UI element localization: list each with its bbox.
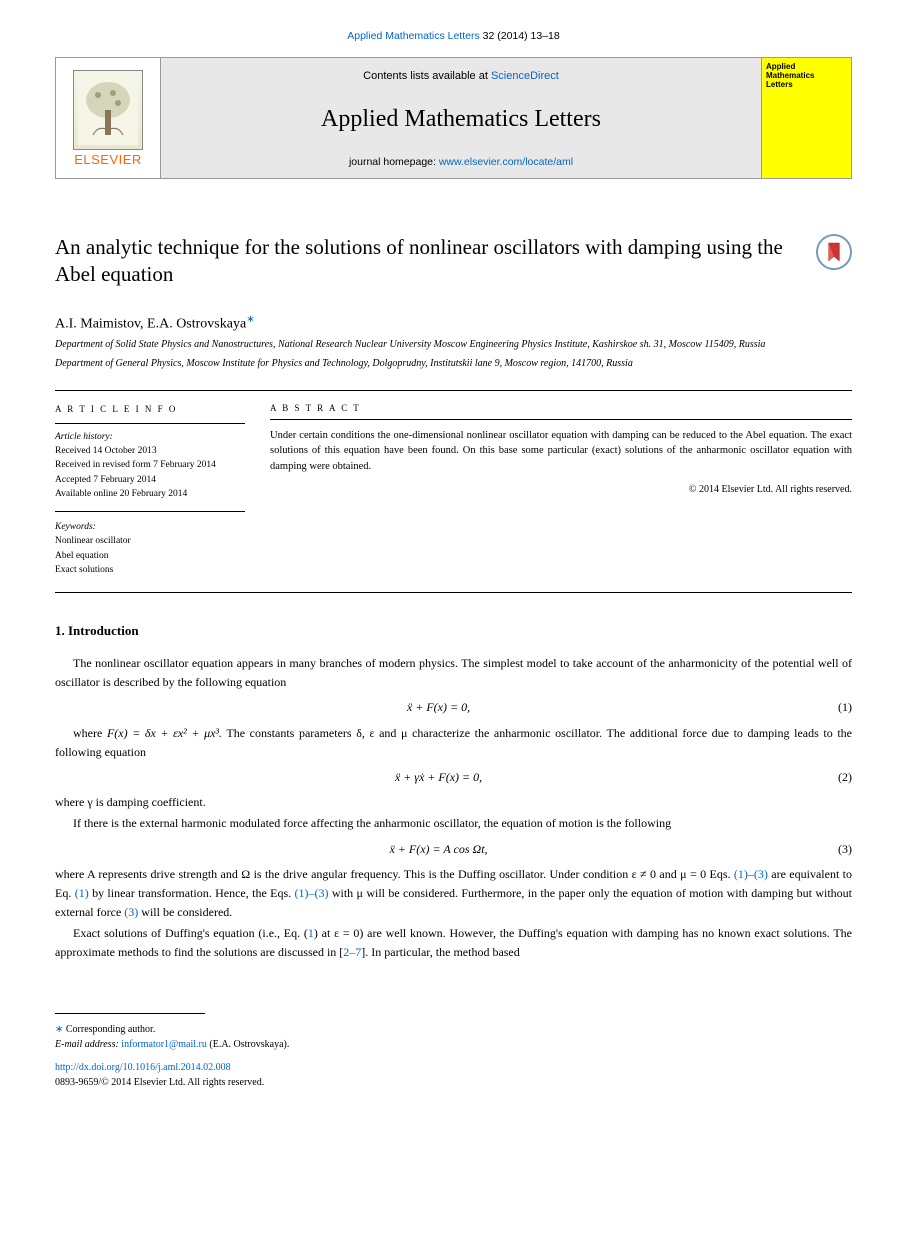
homepage-prefix: journal homepage: bbox=[349, 156, 439, 168]
crossmark-badge[interactable] bbox=[816, 234, 852, 270]
abstract-copyright: © 2014 Elsevier Ltd. All rights reserved… bbox=[270, 484, 852, 495]
journal-banner: ELSEVIER Contents lists available at Sci… bbox=[55, 57, 852, 179]
contents-prefix: Contents lists available at bbox=[363, 70, 491, 82]
contents-available-line: Contents lists available at ScienceDirec… bbox=[363, 70, 559, 82]
author-email-link[interactable]: informator1@mail.ru bbox=[121, 1039, 207, 1050]
equation-3-math: ẍ + F(x) = A cos Ωt, bbox=[55, 840, 822, 859]
para-3: where γ is damping coefficient. bbox=[55, 793, 852, 812]
section-1-body: The nonlinear oscillator equation appear… bbox=[55, 654, 852, 963]
email-line: E-mail address: informator1@mail.ru (E.A… bbox=[55, 1037, 852, 1052]
footer-area: ∗ Corresponding author. E-mail address: … bbox=[0, 1014, 907, 1120]
equation-2-number: (2) bbox=[822, 768, 852, 787]
crossmark-icon bbox=[825, 241, 843, 263]
abstract-heading: A B S T R A C T bbox=[270, 403, 852, 413]
authors-names: A.I. Maimistov, E.A. Ostrovskaya bbox=[55, 316, 246, 331]
equation-1: ẍ + F(x) = 0, (1) bbox=[55, 698, 852, 717]
equation-1-number: (1) bbox=[822, 698, 852, 717]
homepage-link[interactable]: www.elsevier.com/locate/aml bbox=[439, 156, 573, 168]
abstract-block: A B S T R A C T Under certain conditions… bbox=[255, 391, 852, 592]
authors-line: A.I. Maimistov, E.A. Ostrovskaya∗ bbox=[55, 314, 852, 333]
section-1-heading: 1. Introduction bbox=[55, 623, 852, 639]
cover-title-line3: Letters bbox=[766, 81, 847, 90]
article-title: An analytic technique for the solutions … bbox=[55, 234, 816, 289]
revised-date: Received in revised form 7 February 2014 bbox=[55, 458, 245, 472]
doi-link[interactable]: http://dx.doi.org/10.1016/j.aml.2014.02.… bbox=[55, 1062, 231, 1073]
content-area: An analytic technique for the solutions … bbox=[0, 234, 907, 963]
journal-cover-thumbnail[interactable]: Applied Mathematics Letters bbox=[761, 58, 851, 178]
page-header: Applied Mathematics Letters 32 (2014) 13… bbox=[0, 0, 907, 57]
equation-2-math: ẍ + γẋ + F(x) = 0, bbox=[55, 768, 822, 787]
equation-3: ẍ + F(x) = A cos Ωt, (3) bbox=[55, 840, 852, 859]
eq-ref-1-3b[interactable]: (1)–(3) bbox=[295, 886, 329, 900]
elsevier-logo[interactable]: ELSEVIER bbox=[56, 58, 161, 178]
affiliation-1: Department of Solid State Physics and Na… bbox=[55, 338, 852, 351]
homepage-line: journal homepage: www.elsevier.com/locat… bbox=[349, 156, 573, 168]
para-5: where A represents drive strength and Ω … bbox=[55, 865, 852, 923]
para-1: The nonlinear oscillator equation appear… bbox=[55, 654, 852, 692]
elsevier-brand-text: ELSEVIER bbox=[74, 152, 142, 167]
eq-ref-3[interactable]: (3) bbox=[124, 905, 138, 919]
title-row: An analytic technique for the solutions … bbox=[55, 234, 852, 289]
keyword-1: Nonlinear oscillator bbox=[55, 534, 245, 548]
article-info-heading: A R T I C L E I N F O bbox=[55, 403, 245, 417]
journal-name-heading: Applied Mathematics Letters bbox=[321, 106, 601, 133]
keywords-heading: Keywords: bbox=[55, 520, 245, 534]
equation-3-number: (3) bbox=[822, 840, 852, 859]
para-6: Exact solutions of Duffing's equation (i… bbox=[55, 924, 852, 962]
para-2: where F(x) = δx + εx² + μx³. The constan… bbox=[55, 724, 852, 762]
cite-ref-1[interactable]: 1 bbox=[308, 926, 314, 940]
affiliation-2: Department of General Physics, Moscow In… bbox=[55, 357, 852, 370]
doi-line: http://dx.doi.org/10.1016/j.aml.2014.02.… bbox=[55, 1060, 852, 1075]
eq-ref-1-3a[interactable]: (1)–(3) bbox=[734, 867, 768, 881]
article-info-block: A R T I C L E I N F O Article history: R… bbox=[55, 391, 255, 592]
sciencedirect-link[interactable]: ScienceDirect bbox=[491, 70, 559, 82]
online-date: Available online 20 February 2014 bbox=[55, 487, 245, 501]
header-journal-link[interactable]: Applied Mathematics Letters bbox=[347, 30, 479, 42]
para-4: If there is the external harmonic modula… bbox=[55, 814, 852, 833]
eq-ref-1[interactable]: (1) bbox=[75, 886, 89, 900]
history-label: Article history: bbox=[55, 430, 245, 444]
keyword-2: Abel equation bbox=[55, 549, 245, 563]
elsevier-tree-icon bbox=[73, 70, 143, 150]
footer-rights: 0893-9659/© 2014 Elsevier Ltd. All right… bbox=[55, 1075, 852, 1090]
equation-2: ẍ + γẋ + F(x) = 0, (2) bbox=[55, 768, 852, 787]
meta-row: A R T I C L E I N F O Article history: R… bbox=[55, 391, 852, 593]
abstract-text: Under certain conditions the one-dimensi… bbox=[270, 428, 852, 474]
received-date: Received 14 October 2013 bbox=[55, 444, 245, 458]
cite-ref-2-7[interactable]: 2–7 bbox=[343, 945, 361, 959]
corresponding-mark[interactable]: ∗ bbox=[246, 314, 254, 325]
accepted-date: Accepted 7 February 2014 bbox=[55, 473, 245, 487]
corresponding-author-note: ∗ Corresponding author. bbox=[55, 1022, 852, 1037]
equation-1-math: ẍ + F(x) = 0, bbox=[55, 698, 822, 717]
keyword-3: Exact solutions bbox=[55, 563, 245, 577]
banner-center: Contents lists available at ScienceDirec… bbox=[161, 58, 761, 178]
header-issue: 32 (2014) 13–18 bbox=[483, 30, 560, 42]
